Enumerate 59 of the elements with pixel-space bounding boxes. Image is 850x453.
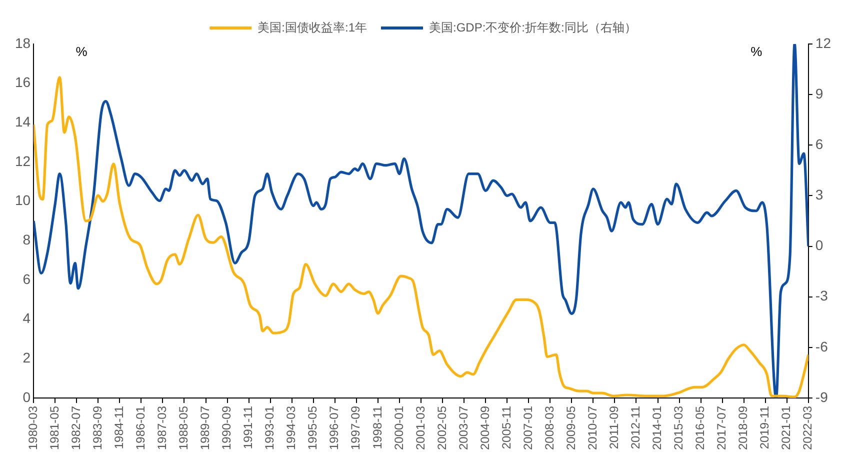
legend-label: 美国:GDP:不变价:折年数:同比（右轴） bbox=[429, 20, 636, 34]
x-tick-label: 2007-01 bbox=[520, 406, 535, 450]
x-tick-label: 2002-05 bbox=[434, 406, 449, 450]
y2-tick-label: -3 bbox=[815, 288, 828, 304]
x-tick-label: 1998-11 bbox=[370, 406, 384, 450]
x-tick-label: 2003-07 bbox=[456, 406, 470, 450]
y2-tick-label: -6 bbox=[815, 338, 828, 354]
x-tick-label: 1995-05 bbox=[306, 406, 320, 450]
annotation: % bbox=[76, 44, 88, 60]
y2-tick-label: -9 bbox=[815, 388, 828, 405]
y-tick-label: 18 bbox=[14, 34, 31, 51]
x-tick-label: 1981-05 bbox=[47, 406, 62, 450]
y-tick-label: 2 bbox=[22, 349, 31, 366]
y2-tick-label: 3 bbox=[815, 186, 824, 203]
y-tick-label: 16 bbox=[14, 74, 31, 90]
x-tick-label: 1983-09 bbox=[90, 406, 104, 450]
x-tick-label: 1991-11 bbox=[241, 406, 256, 450]
x-tick-label: 1996-07 bbox=[327, 406, 342, 450]
x-tick-label: 2021-01 bbox=[779, 406, 794, 450]
y2-tick-label: 9 bbox=[815, 85, 824, 102]
x-tick-label: 2010-07 bbox=[586, 406, 600, 450]
x-tick-label: 2004-09 bbox=[478, 406, 492, 450]
y2-tick-label: 12 bbox=[815, 34, 832, 51]
x-tick-label: 2018-09 bbox=[736, 406, 750, 450]
x-tick-label: 2019-11 bbox=[758, 406, 772, 450]
x-tick-label: 1982-07 bbox=[68, 406, 83, 450]
y-tick-label: 12 bbox=[14, 152, 31, 169]
x-tick-label: 1993-01 bbox=[262, 406, 277, 450]
y2-tick-label: 0 bbox=[815, 237, 824, 254]
x-tick-label: 2017-07 bbox=[714, 406, 729, 450]
y-tick-label: 6 bbox=[22, 270, 31, 287]
y2-tick-label: 6 bbox=[815, 136, 824, 152]
x-tick-label: 2022-03 bbox=[800, 406, 815, 450]
y-tick-label: 8 bbox=[22, 232, 31, 248]
x-tick-label: 2014-01 bbox=[650, 406, 664, 450]
x-tick-label: 2011-09 bbox=[607, 406, 622, 450]
legend-label: 美国:国债收益率:1年 bbox=[258, 20, 368, 34]
y-tick-label: 14 bbox=[14, 114, 31, 130]
x-tick-label: 2012-11 bbox=[628, 406, 643, 450]
x-tick-label: 1989-07 bbox=[198, 406, 212, 450]
x-tick-label: 1988-05 bbox=[176, 406, 191, 450]
y-tick-label: 0 bbox=[22, 388, 31, 405]
x-tick-label: 1980-03 bbox=[26, 406, 40, 450]
x-tick-label: 2000-01 bbox=[392, 406, 406, 450]
x-tick-label: 2015-03 bbox=[672, 406, 686, 450]
annotation: % bbox=[750, 44, 763, 60]
y-tick-label: 4 bbox=[22, 310, 31, 326]
x-tick-label: 1994-03 bbox=[284, 406, 298, 450]
x-tick-label: 2009-05 bbox=[564, 406, 578, 450]
x-tick-label: 1987-03 bbox=[155, 406, 170, 450]
x-tick-label: 1997-09 bbox=[348, 406, 363, 450]
x-tick-label: 1986-01 bbox=[134, 406, 148, 450]
x-tick-label: 2001-03 bbox=[413, 406, 428, 450]
x-tick-label: 2008-03 bbox=[542, 406, 556, 450]
x-tick-label: 2005-11 bbox=[499, 406, 514, 450]
y-tick-label: 10 bbox=[14, 192, 31, 208]
x-tick-label: 1984-11 bbox=[112, 406, 126, 450]
x-tick-label: 1990-09 bbox=[220, 406, 234, 450]
x-tick-label: 2016-05 bbox=[693, 406, 708, 450]
